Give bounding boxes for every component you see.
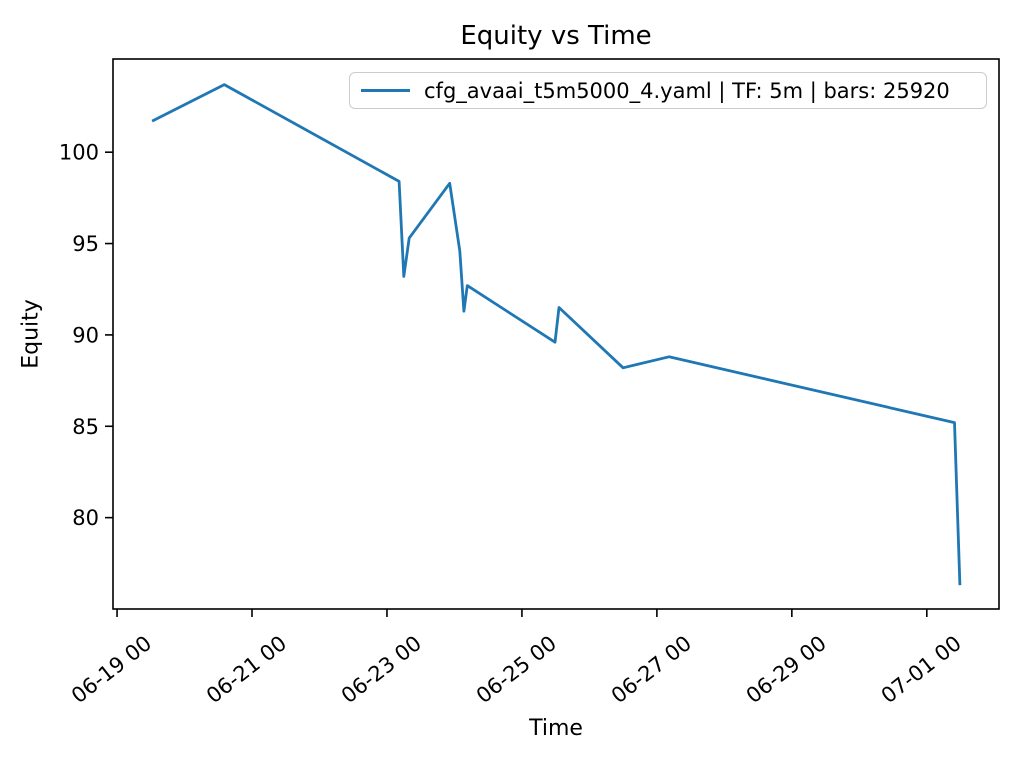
x-axis-label: Time <box>529 716 583 741</box>
legend-line-sample <box>361 88 410 93</box>
x-tick-label: 06-23 00 <box>337 631 426 708</box>
equity-line <box>151 83 962 586</box>
x-tick-label: 06-25 00 <box>472 631 561 708</box>
legend: cfg_avaai_t5m5000_4.yaml | TF: 5m | bars… <box>349 72 987 109</box>
legend-label: cfg_avaai_t5m5000_4.yaml | TF: 5m | bars… <box>424 78 950 103</box>
chart-title: Equity vs Time <box>460 21 652 51</box>
y-tick-label: 100 <box>59 141 99 165</box>
y-tick-label: 80 <box>72 506 99 530</box>
x-tick-label: 06-29 00 <box>742 631 831 708</box>
y-tick-label: 95 <box>72 232 99 256</box>
y-tick-label: 90 <box>72 323 99 347</box>
x-tick-label: 07-01 00 <box>877 631 966 708</box>
plot-frame <box>112 58 1000 610</box>
x-tick-label: 06-27 00 <box>607 631 696 708</box>
x-tick-label: 06-21 00 <box>202 631 291 708</box>
x-tick-label: 06-19 00 <box>67 631 156 708</box>
y-tick-label: 85 <box>72 415 99 439</box>
